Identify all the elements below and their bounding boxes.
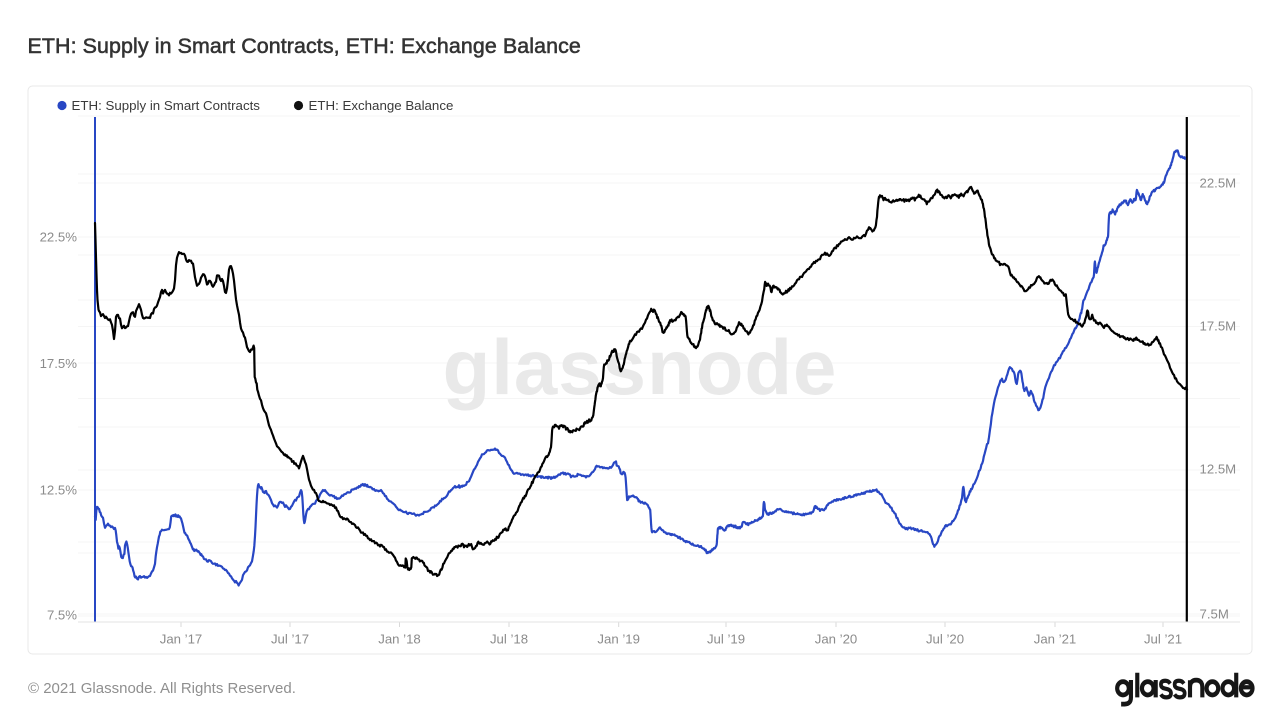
svg-text:Jul ’21: Jul ’21 [1144, 631, 1182, 646]
svg-text:Jan ’18: Jan ’18 [378, 631, 421, 646]
svg-text:glassnode: glassnode [443, 323, 838, 411]
svg-text:Jul ’20: Jul ’20 [926, 631, 964, 646]
svg-text:Jul ’19: Jul ’19 [707, 631, 745, 646]
svg-text:Jul ’18: Jul ’18 [490, 631, 528, 646]
svg-text:Jan ’21: Jan ’21 [1034, 631, 1077, 646]
svg-text:ETH: Supply in Smart Contracts: ETH: Supply in Smart Contracts, ETH: Exc… [28, 34, 581, 58]
svg-text:22.5M: 22.5M [1200, 176, 1237, 191]
svg-text:7.5M: 7.5M [1200, 607, 1229, 622]
svg-text:Jan ’19: Jan ’19 [597, 631, 640, 646]
svg-text:17.5%: 17.5% [40, 356, 78, 371]
svg-text:Jan ’17: Jan ’17 [160, 631, 203, 646]
svg-text:© 2021 Glassnode. All Rights R: © 2021 Glassnode. All Rights Reserved. [28, 680, 296, 697]
svg-text:ETH: Supply in Smart Contracts: ETH: Supply in Smart Contracts [72, 98, 261, 113]
svg-text:Jan ’20: Jan ’20 [815, 631, 858, 646]
svg-text:22.5%: 22.5% [40, 230, 78, 245]
svg-text:12.5M: 12.5M [1200, 462, 1237, 477]
svg-text:12.5%: 12.5% [40, 483, 78, 498]
svg-text:ETH: Exchange Balance: ETH: Exchange Balance [309, 98, 454, 113]
svg-text:7.5%: 7.5% [47, 608, 77, 623]
svg-text:17.5M: 17.5M [1200, 319, 1237, 334]
svg-text:Jul ’17: Jul ’17 [271, 631, 309, 646]
